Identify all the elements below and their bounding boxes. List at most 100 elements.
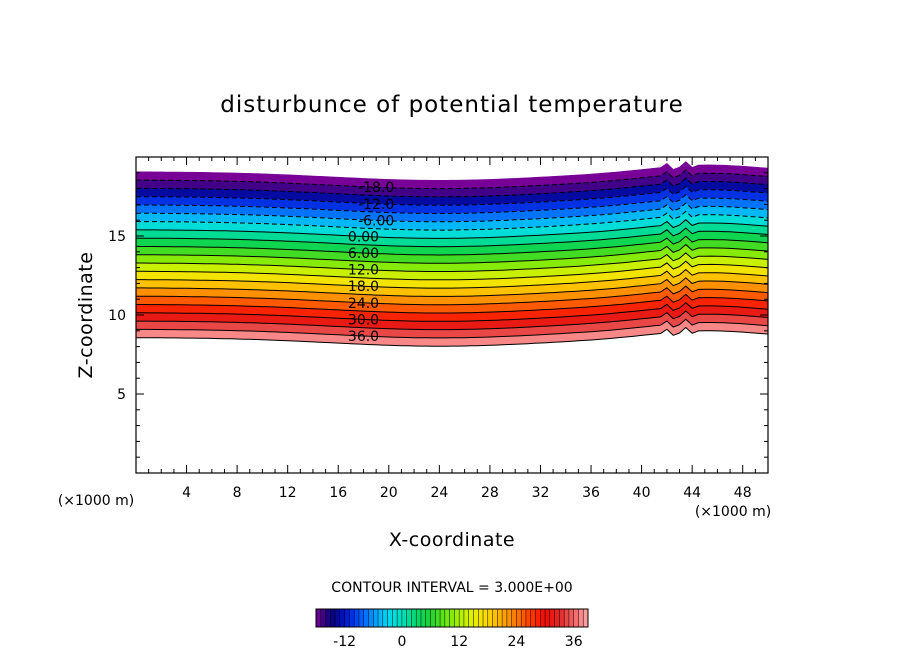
x-axis-label: X-coordinate — [389, 529, 515, 551]
colorbar-cell — [325, 609, 331, 627]
contour-label: -18.0 — [358, 180, 394, 196]
minor-ticks — [136, 157, 768, 473]
contour-line — [136, 210, 768, 231]
colorbar-cell — [397, 609, 403, 627]
contour-line — [136, 219, 768, 239]
colorbar-ticks: -12 0 12 24 36 — [333, 634, 583, 650]
x-tick-label: 12 — [279, 485, 297, 501]
x-tick-label: 24 — [430, 485, 448, 501]
colorbar-cell — [573, 609, 579, 627]
chart-title: disturbunce of potential temperature — [220, 92, 684, 118]
colorbar-tick-label: 0 — [397, 634, 406, 650]
x-tick-label: 48 — [734, 485, 752, 501]
colorbar-cell — [330, 609, 336, 627]
colorbar-cell — [420, 609, 427, 627]
contour-line — [136, 169, 768, 190]
contour-line — [136, 326, 768, 347]
colorbar-cell — [478, 609, 484, 627]
y-axis-ticks: 5 10 15 — [108, 229, 768, 403]
colorbar — [315, 609, 589, 627]
colorbar-cell — [368, 609, 374, 627]
contour-line — [136, 277, 768, 297]
colorbar-cell — [545, 609, 551, 627]
contour-line — [136, 202, 768, 223]
colorbar-cell — [525, 609, 532, 627]
colorbar-cell — [497, 609, 503, 627]
colorbar-cell — [583, 609, 589, 627]
x-tick-label: 36 — [582, 485, 600, 501]
x-tick-label: 20 — [380, 485, 398, 501]
contour-line — [136, 243, 768, 264]
colorbar-tick-label: 36 — [565, 634, 583, 650]
colorbar-cell — [401, 609, 407, 627]
colorbar-cell — [382, 609, 388, 627]
colorbar-cell — [516, 609, 522, 627]
colorbar-cell — [316, 609, 322, 627]
contour-label: 18.0 — [348, 279, 379, 295]
contour-label: 0.00 — [348, 229, 379, 245]
y-axis-label: Z-coordinate — [75, 252, 97, 379]
colorbar-cell — [440, 609, 446, 627]
y-tick-label: 15 — [108, 229, 126, 245]
colorbar-cell — [487, 609, 493, 627]
colorbar-cell — [354, 609, 360, 627]
colorbar-cell — [568, 609, 574, 627]
colorbar-cell — [564, 609, 570, 627]
colorbar-cell — [358, 609, 365, 627]
colorbar-cell — [492, 609, 498, 627]
colorbar-cell — [511, 609, 517, 627]
colorbar-cell — [435, 609, 441, 627]
colorbar-tick-label: -12 — [333, 634, 356, 650]
contour-line — [136, 194, 768, 214]
colorbar-cell — [540, 609, 546, 627]
contour-line — [136, 302, 768, 322]
colorbar-cell — [454, 609, 460, 627]
contour-label: 36.0 — [348, 329, 379, 345]
contour-line — [136, 310, 768, 331]
contour-line — [136, 285, 768, 306]
colorbar-cell — [530, 609, 536, 627]
colorbar-cell — [339, 609, 345, 627]
colorbar-cell — [578, 609, 584, 627]
contour-line — [136, 293, 768, 314]
colorbar-cell — [559, 609, 565, 627]
colorbar-cell — [392, 609, 398, 627]
colorbar-cell — [473, 609, 479, 627]
contour-label: 12.0 — [348, 263, 379, 279]
colorbar-cell — [449, 609, 455, 627]
y-tick-label: 10 — [108, 308, 126, 324]
contour-line — [136, 227, 768, 248]
x-unit-label: (×1000 m) — [695, 504, 771, 520]
colorbar-cell — [463, 609, 469, 627]
colorbar-cell — [502, 609, 508, 627]
colorbar-frame — [315, 608, 589, 628]
colorbar-cell — [406, 609, 412, 627]
contour-lines — [136, 169, 768, 347]
contour-line — [136, 235, 768, 256]
colorbar-cell — [378, 609, 384, 627]
contour-line — [136, 318, 768, 339]
colorbar-cell — [411, 609, 417, 627]
colorbar-cell — [521, 609, 527, 627]
contour-label: -12.0 — [358, 197, 394, 213]
z-unit-label: (×1000 m) — [58, 493, 134, 509]
colorbar-cell — [444, 609, 450, 627]
colorbar-tick-label: 24 — [507, 634, 525, 650]
colorbar-cell — [506, 609, 512, 627]
x-tick-label: 16 — [329, 485, 347, 501]
x-tick-label: 32 — [532, 485, 550, 501]
contour-line — [136, 177, 768, 198]
contour-line — [136, 185, 768, 206]
contour-label: 24.0 — [348, 296, 379, 312]
y-tick-label: 5 — [117, 387, 126, 403]
x-tick-label: 4 — [182, 485, 191, 501]
colorbar-cell — [344, 609, 350, 627]
x-tick-label: 28 — [481, 485, 499, 501]
x-tick-label: 44 — [683, 485, 701, 501]
colorbar-cell — [416, 609, 422, 627]
contour-line — [136, 252, 768, 272]
colorbar-cell — [535, 609, 541, 627]
contour-interval-label: CONTOUR INTERVAL = 3.000E+00 — [331, 580, 572, 596]
contour-line — [136, 268, 768, 289]
